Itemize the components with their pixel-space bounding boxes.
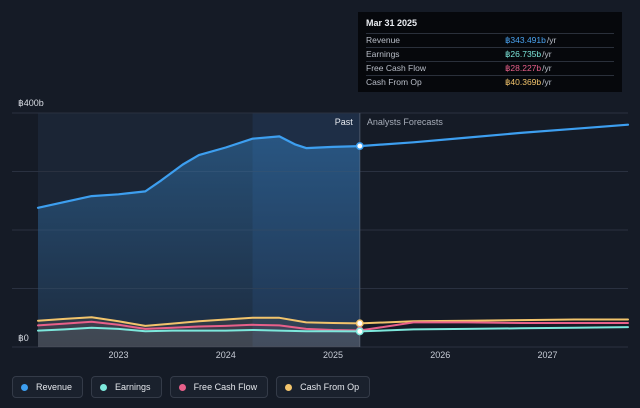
legend-label: Free Cash Flow <box>193 382 258 392</box>
legend-dot-icon <box>285 383 293 391</box>
tooltip-row-revenue: Revenue ฿343.491b /yr <box>366 33 614 47</box>
chart-markers <box>355 142 364 336</box>
cash-from-op-line <box>37 316 629 327</box>
tooltip-row-free-cash-flow: Free Cash Flow ฿28.227b /yr <box>366 61 614 75</box>
tooltip-row-label: Free Cash Flow <box>366 63 426 73</box>
tooltip-row-unit: /yr <box>546 35 557 45</box>
revenue-line <box>36 123 630 209</box>
tooltip-row-label: Earnings <box>366 49 400 59</box>
tooltip-row-label: Revenue <box>366 35 401 45</box>
tooltip-row-earnings: Earnings ฿26.735b /yr <box>366 47 614 61</box>
legend-dot-icon <box>21 383 28 391</box>
legend: Revenue Earnings Free Cash Flow Cash Fro… <box>12 376 371 400</box>
x-tick-label: 2024 <box>216 350 236 360</box>
tooltip-row-value: ฿28.227b <box>505 63 542 73</box>
earnings-line <box>37 326 629 333</box>
forecast-region-label: Analysts Forecasts <box>367 117 444 127</box>
tooltip-row-value: ฿343.491b <box>505 35 546 45</box>
x-tick-label: 2027 <box>538 350 558 360</box>
legend-item-cash-from-op[interactable]: Cash From Op <box>276 376 371 398</box>
free-cash-flow-line <box>37 320 629 332</box>
tooltip-row-unit: /yr <box>542 49 552 59</box>
legend-dot-icon <box>178 383 186 391</box>
tooltip: Mar 31 2025 Revenue ฿343.491b /yr Earnin… <box>358 12 622 92</box>
chart-lines <box>36 123 630 333</box>
x-tick-label: 2023 <box>108 350 128 360</box>
earnings-area <box>38 327 360 347</box>
x-tick-label: 2025 <box>323 350 343 360</box>
tooltip-date: Mar 31 2025 <box>366 18 418 28</box>
earnings-marker <box>355 327 364 336</box>
legend-item-free-cash-flow[interactable]: Free Cash Flow <box>169 376 269 398</box>
legend-label: Cash From Op <box>300 382 360 392</box>
y-tick-label: ฿400b <box>18 98 44 108</box>
legend-item-earnings[interactable]: Earnings <box>91 376 162 398</box>
legend-item-revenue[interactable]: Revenue <box>12 376 84 398</box>
tooltip-row-unit: /yr <box>542 63 552 73</box>
y-tick-label: ฿0 <box>18 333 29 343</box>
tooltip-row-value: ฿40.369b <box>505 77 542 87</box>
revenue-area <box>38 136 360 347</box>
tooltip-row-value: ฿26.735b <box>505 49 542 59</box>
legend-dot-icon <box>100 383 108 391</box>
tooltip-row-cash-from-op: Cash From Op ฿40.369b /yr <box>366 75 614 89</box>
x-tick-label: 2026 <box>430 350 450 360</box>
past-region-label: Past <box>335 117 354 127</box>
tooltip-row-label: Cash From Op <box>366 77 422 87</box>
tooltip-row-unit: /yr <box>542 77 552 87</box>
legend-label: Earnings <box>115 382 151 392</box>
legend-label: Revenue <box>36 382 73 392</box>
chart-axis: ฿400b ฿0 2023 2024 2025 2026 2027 <box>18 98 558 360</box>
cash-from-op-marker <box>355 319 364 328</box>
revenue-marker <box>355 142 364 151</box>
